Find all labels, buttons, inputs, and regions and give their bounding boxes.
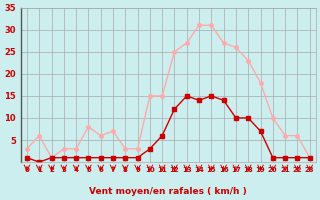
X-axis label: Vent moyen/en rafales ( km/h ): Vent moyen/en rafales ( km/h ) [89, 187, 247, 196]
